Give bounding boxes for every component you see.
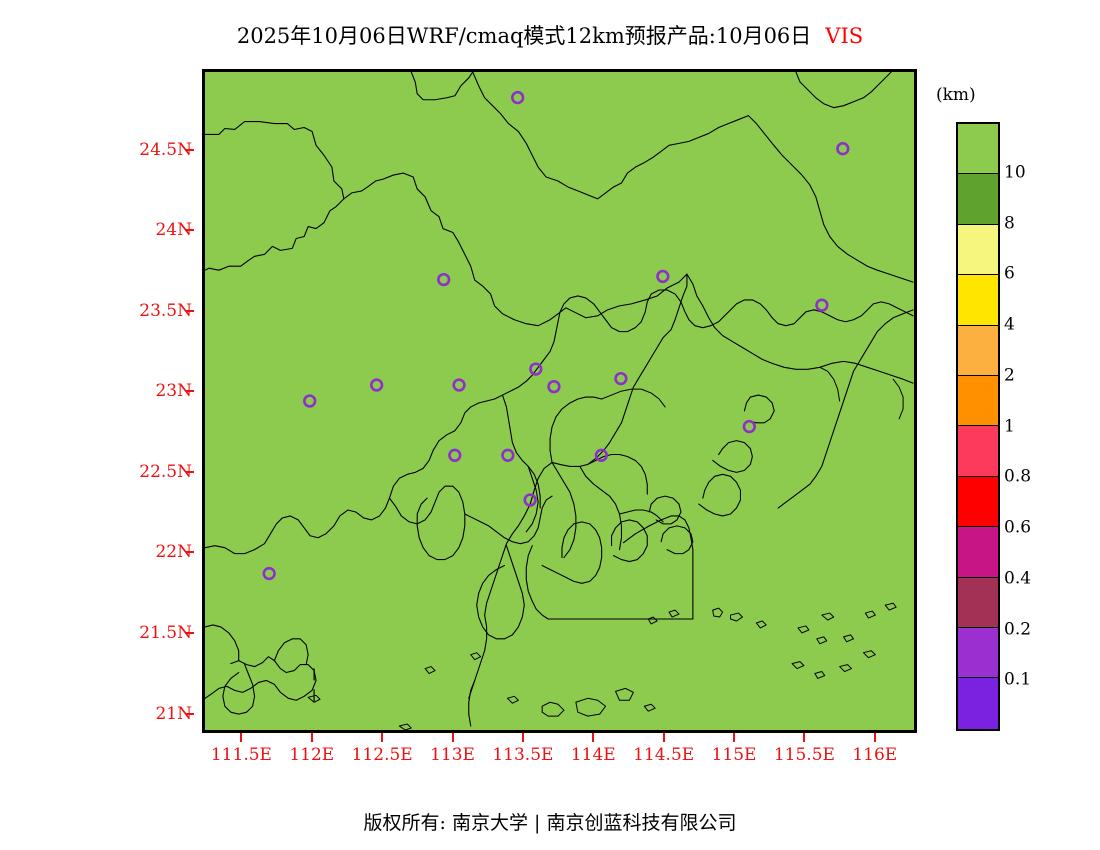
x-axis-tick-mark	[873, 733, 876, 742]
station-marker[interactable]	[448, 448, 462, 462]
colorbar-tick-label: 8	[1004, 213, 1015, 234]
x-axis-tick-label: 111.5E	[210, 745, 272, 765]
x-axis-tick-mark	[592, 733, 595, 742]
colorbar-tick-label: 0.6	[1004, 517, 1032, 538]
colorbar-tick-label: 6	[1004, 263, 1015, 284]
colorbar-band	[958, 376, 998, 427]
station-marker[interactable]	[815, 298, 829, 312]
colorbar-band	[958, 275, 998, 326]
station-marker[interactable]	[594, 448, 608, 462]
y-axis-tick-mark	[186, 309, 194, 312]
x-axis-tick-mark	[733, 733, 736, 742]
copyright-footer: 版权所有: 南京大学 | 南京创蓝科技有限公司	[363, 812, 737, 834]
x-axis-tick-mark	[451, 733, 454, 742]
station-marker[interactable]	[370, 378, 384, 392]
colorbar-tick-label: 0.2	[1004, 619, 1032, 640]
colorbar-band	[958, 678, 998, 729]
colorbar-tick-label: 0.1	[1004, 669, 1032, 690]
colorbar-tick-label: 2	[1004, 365, 1015, 386]
title-text: 2025年10月06日WRF/cmaq模式12km预报产品:10月06日	[236, 24, 812, 48]
y-axis-tick-mark	[186, 148, 194, 151]
station-marker[interactable]	[836, 142, 850, 156]
x-axis-tick-label: 115.5E	[773, 745, 835, 765]
colorbar-band	[958, 174, 998, 225]
colorbar-band	[958, 577, 998, 629]
y-axis-tick-mark	[186, 390, 194, 393]
colorbar-band	[958, 426, 998, 477]
y-axis-tick-mark	[186, 229, 194, 232]
y-axis-tick-label: 22N	[155, 542, 192, 563]
x-axis-tick-label: 112.5E	[351, 745, 413, 765]
x-axis-tick-label: 113.5E	[492, 745, 554, 765]
station-marker[interactable]	[452, 378, 466, 392]
y-axis-tick-mark	[186, 712, 194, 715]
station-marker[interactable]	[742, 419, 756, 434]
x-axis-tick-label: 114E	[570, 745, 616, 765]
y-axis-tick-label: 23.5N	[139, 300, 192, 321]
x-axis-tick-mark	[803, 733, 806, 742]
colorbar-tick-label: 0.8	[1004, 466, 1032, 487]
colorbar-unit-label: (km)	[936, 85, 976, 105]
station-marker[interactable]	[303, 394, 317, 408]
colorbar-tick-label: 1	[1004, 416, 1015, 437]
map-plot-area[interactable]	[202, 69, 917, 733]
y-axis-tick-mark	[186, 632, 194, 635]
colorbar-band	[958, 224, 998, 276]
colorbar-band	[958, 527, 998, 578]
y-axis-labels: 24.5N 24N 23.5N 23N 22.5N 22N 21.5N 21N	[100, 0, 194, 850]
page-title: 2025年10月06日WRF/cmaq模式12km预报产品:10月06日 VIS	[0, 20, 1100, 50]
station-marker[interactable]	[511, 90, 525, 105]
station-marker-layer[interactable]	[205, 72, 914, 730]
x-axis-tick-mark	[240, 733, 243, 742]
colorbar-band	[958, 124, 998, 175]
x-axis-tick-label: 113E	[430, 745, 475, 765]
x-axis-tick-mark	[521, 733, 524, 742]
colorbar-band	[958, 628, 998, 679]
colorbar-tick-label: 10	[1004, 162, 1026, 183]
x-axis-tick-mark	[310, 733, 313, 742]
station-marker[interactable]	[656, 269, 670, 284]
station-marker[interactable]	[547, 379, 561, 394]
colorbar-tick-labels: 10 8 6 4 2 1 0.8 0.6 0.4 0.2 0.1	[1004, 122, 1100, 731]
y-axis-tick-mark	[186, 551, 194, 554]
station-marker[interactable]	[523, 493, 537, 507]
y-axis-tick-label: 23N	[155, 381, 192, 402]
colorbar-band	[958, 325, 998, 377]
x-axis-tick-label: 115E	[711, 745, 757, 765]
x-axis-tick-label: 112E	[289, 745, 335, 765]
y-axis-tick-label: 21N	[155, 703, 192, 724]
y-axis-tick-label: 22.5N	[139, 461, 192, 482]
station-marker[interactable]	[501, 448, 515, 462]
x-axis-tick-label: 116E	[852, 745, 898, 765]
y-axis-tick-label: 24.5N	[139, 139, 192, 160]
x-axis-tick-mark	[662, 733, 665, 742]
x-axis-tick-mark	[381, 733, 384, 742]
colorbar[interactable]	[956, 122, 1000, 731]
y-axis-tick-label: 21.5N	[139, 623, 192, 644]
x-axis-labels: 111.5E 112E 112.5E 113E 113.5E 114E 114.5E 115E…	[0, 733, 1100, 771]
station-marker[interactable]	[614, 371, 628, 386]
station-marker[interactable]	[529, 362, 543, 376]
colorbar-band	[958, 476, 998, 528]
x-axis-tick-label: 114.5E	[633, 745, 695, 765]
colorbar-tick-label: 0.4	[1004, 568, 1032, 589]
station-marker[interactable]	[437, 272, 451, 287]
station-marker[interactable]	[262, 566, 276, 581]
title-variable: VIS	[825, 24, 864, 48]
map-vector-layer	[205, 72, 914, 730]
y-axis-tick-mark	[186, 470, 194, 473]
colorbar-tick-label: 4	[1004, 314, 1015, 335]
y-axis-tick-label: 24N	[155, 220, 192, 241]
